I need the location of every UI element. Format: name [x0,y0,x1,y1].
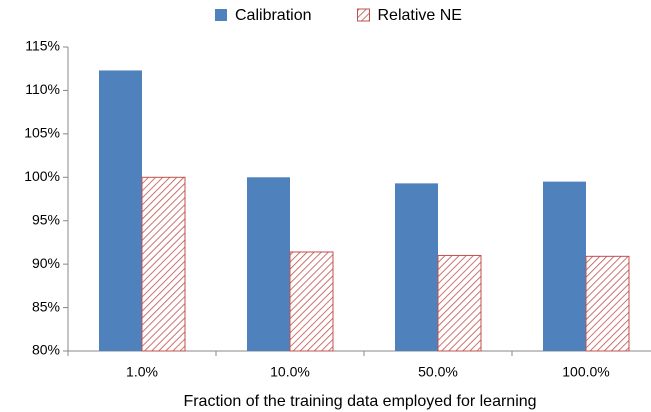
bar [395,183,438,351]
legend-swatch [215,9,227,21]
x-tick-label: 1.0% [126,364,158,380]
bar [585,255,630,352]
legend-label: Calibration [235,7,311,24]
y-tick-label: 95% [32,211,60,227]
legend-label: Relative NE [377,7,461,24]
x-tick-label: 50.0% [418,364,458,380]
bar [289,251,334,352]
y-tick-label: 115% [25,38,60,54]
bar [99,70,142,352]
y-tick-label: 90% [32,255,60,271]
y-tick-label: 105% [24,125,60,141]
x-tick-label: 100.0% [562,364,609,380]
y-tick-label: 80% [32,342,60,358]
x-tick-label: 10.0% [270,364,310,380]
y-tick-label: 110% [25,81,60,97]
x-axis-label: Fraction of the training data employed f… [183,393,536,410]
y-tick-label: 100% [24,168,60,184]
bar [247,177,290,351]
bar [141,176,186,352]
legend-swatch [356,8,370,22]
bar [543,181,586,351]
bar [437,254,482,352]
y-tick-label: 85% [32,298,60,314]
